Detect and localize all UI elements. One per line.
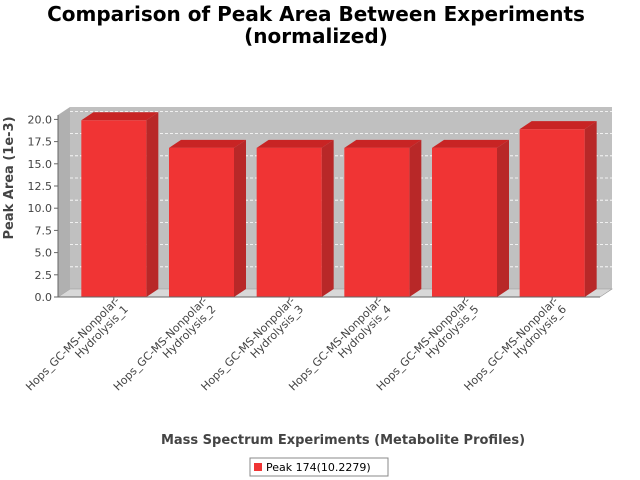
chart-title-line-2: (normalized) — [244, 24, 388, 48]
bar-top — [169, 139, 246, 148]
bar — [81, 112, 159, 298]
y-tick-label: 12.5 — [28, 180, 53, 193]
bar-side — [146, 112, 159, 298]
plot-area — [57, 106, 613, 298]
y-tick-label: 10.0 — [28, 202, 53, 215]
x-category-label-line: Hops_GC-MS-Nonpolar- — [23, 294, 122, 393]
y-tick-label: 20.0 — [28, 113, 53, 126]
y-tick-label: 15.0 — [28, 158, 53, 171]
bar-front — [169, 147, 234, 297]
bar-top — [81, 112, 159, 121]
legend: Peak 174(10.2279) — [249, 457, 389, 477]
bar — [432, 139, 509, 297]
y-tick-label: 17.5 — [28, 136, 53, 149]
bar-side — [409, 139, 422, 297]
bar-side — [584, 121, 597, 297]
y-axis-ticks: 0.0 2.5 5.0 7.5 10.0 12.5 15.0 17.5 20.0 — [28, 113, 58, 304]
y-tick-label: 7.5 — [35, 224, 53, 237]
bar — [344, 139, 422, 297]
x-axis-label: Mass Spectrum Experiments (Metabolite Pr… — [161, 433, 525, 448]
bar-front — [519, 129, 585, 297]
bar-front — [81, 120, 147, 298]
bar-side — [234, 139, 246, 297]
bar-top — [256, 139, 334, 148]
y-tick-label: 2.5 — [35, 269, 53, 282]
chart-title-line-1: Comparison of Peak Area Between Experime… — [47, 2, 585, 26]
bar-top — [344, 139, 422, 148]
bar-top — [432, 139, 509, 148]
bar — [519, 121, 597, 297]
x-axis-categories: Hops_GC-MS-Nonpolar-Hydrolysis_1Hops_GC-… — [23, 294, 569, 393]
bar-side — [321, 139, 334, 297]
bar-side — [497, 139, 509, 297]
legend-swatch — [254, 463, 262, 471]
bars — [81, 112, 597, 298]
legend-entry: Peak 174(10.2279) — [266, 461, 371, 474]
bar-front — [344, 147, 410, 297]
y-tick-label: 5.0 — [35, 247, 53, 260]
bar-front — [432, 147, 497, 297]
y-tick-label: 0.0 — [35, 291, 53, 304]
bar-top — [519, 121, 597, 130]
y-axis-label: Peak Area (1e-3) — [2, 116, 17, 239]
bar — [169, 139, 246, 297]
plot-left-wall — [58, 106, 70, 298]
legend-box — [249, 457, 389, 477]
bar-front — [256, 147, 322, 297]
bar — [256, 139, 334, 297]
